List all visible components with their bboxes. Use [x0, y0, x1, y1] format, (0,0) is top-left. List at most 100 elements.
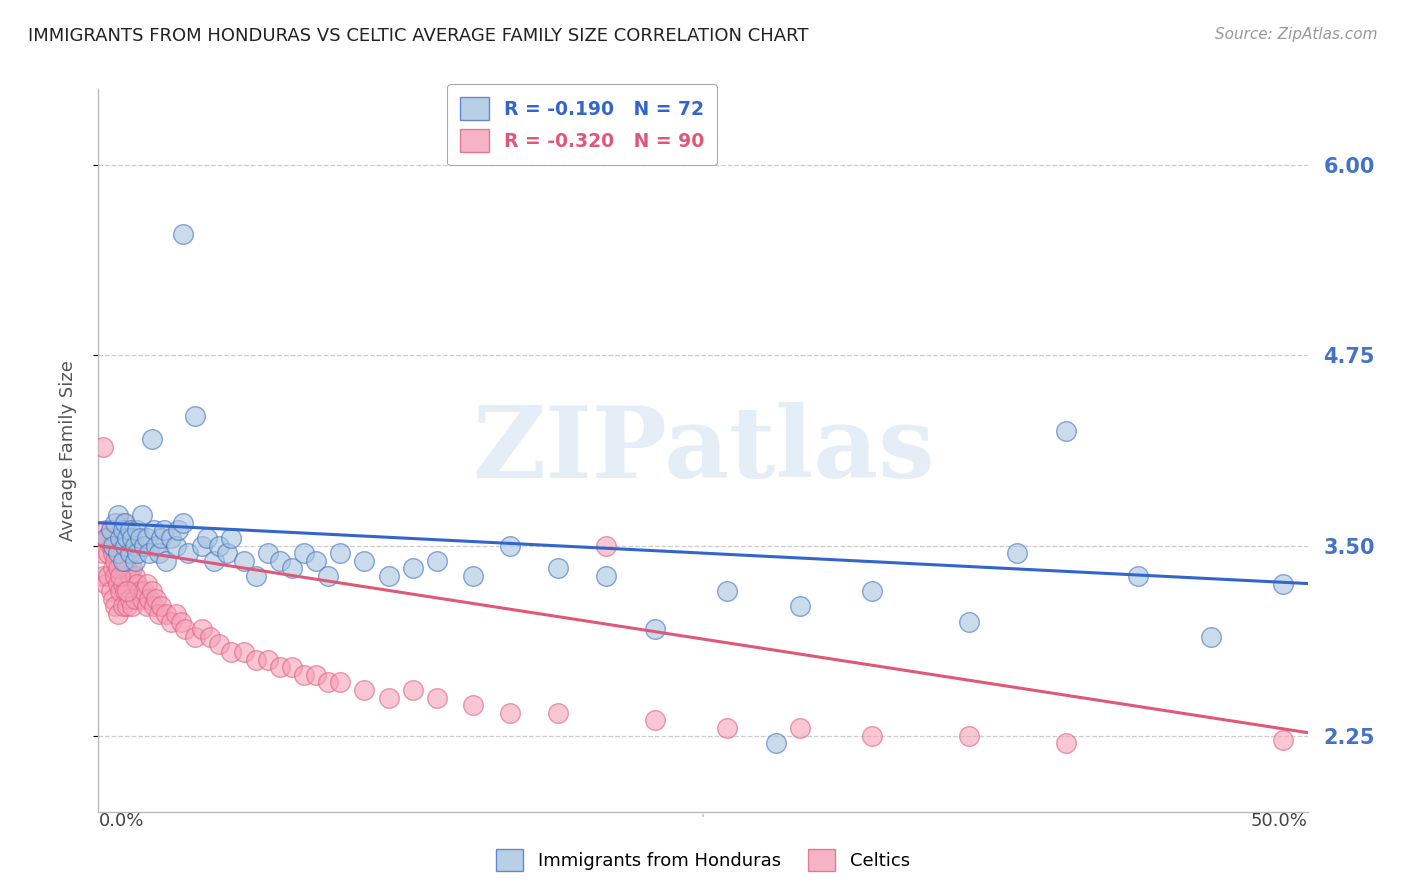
- Point: [353, 554, 375, 568]
- Point: [127, 576, 149, 591]
- Point: [114, 554, 136, 568]
- Point: [107, 607, 129, 621]
- Point: [138, 591, 160, 606]
- Point: [329, 546, 352, 560]
- Point: [195, 531, 218, 545]
- Point: [101, 561, 124, 575]
- Point: [152, 524, 174, 538]
- Point: [1054, 736, 1077, 750]
- Point: [131, 508, 153, 522]
- Legend: R = -0.190   N = 72, R = -0.320   N = 90: R = -0.190 N = 72, R = -0.320 N = 90: [447, 84, 717, 166]
- Point: [100, 524, 122, 538]
- Point: [114, 584, 136, 599]
- Point: [174, 622, 197, 636]
- Point: [134, 539, 156, 553]
- Point: [1272, 576, 1295, 591]
- Point: [184, 409, 207, 424]
- Point: [145, 539, 167, 553]
- Point: [215, 546, 238, 560]
- Point: [101, 539, 124, 553]
- Point: [97, 569, 120, 583]
- Point: [114, 554, 136, 568]
- Point: [134, 584, 156, 599]
- Point: [292, 546, 315, 560]
- Text: 0.0%: 0.0%: [98, 812, 143, 830]
- Point: [91, 569, 114, 583]
- Point: [104, 516, 127, 530]
- Point: [316, 569, 339, 583]
- Point: [94, 531, 117, 545]
- Point: [463, 569, 485, 583]
- Point: [104, 539, 127, 553]
- Point: [160, 615, 183, 629]
- Point: [789, 599, 811, 614]
- Point: [148, 546, 170, 560]
- Point: [107, 561, 129, 575]
- Text: 50.0%: 50.0%: [1251, 812, 1308, 830]
- Point: [108, 531, 131, 545]
- Point: [150, 599, 173, 614]
- Point: [957, 615, 980, 629]
- Point: [860, 729, 883, 743]
- Point: [204, 554, 226, 568]
- Point: [426, 690, 449, 705]
- Point: [91, 546, 114, 560]
- Point: [124, 539, 146, 553]
- Point: [765, 736, 787, 750]
- Point: [97, 546, 120, 560]
- Point: [1272, 733, 1295, 747]
- Point: [221, 531, 243, 545]
- Point: [101, 539, 124, 553]
- Point: [118, 546, 141, 560]
- Point: [172, 227, 194, 241]
- Point: [104, 599, 127, 614]
- Point: [141, 584, 163, 599]
- Point: [131, 591, 153, 606]
- Point: [108, 569, 131, 583]
- Point: [107, 546, 129, 560]
- Point: [121, 531, 143, 545]
- Point: [1007, 546, 1029, 560]
- Point: [547, 561, 569, 575]
- Point: [463, 698, 485, 713]
- Point: [172, 516, 194, 530]
- Point: [94, 576, 117, 591]
- Point: [644, 714, 666, 728]
- Point: [121, 561, 143, 575]
- Point: [128, 584, 150, 599]
- Point: [281, 561, 304, 575]
- Point: [155, 554, 177, 568]
- Point: [245, 652, 267, 666]
- Point: [191, 622, 214, 636]
- Point: [141, 432, 163, 446]
- Point: [402, 561, 425, 575]
- Point: [124, 539, 146, 553]
- Point: [148, 607, 170, 621]
- Point: [167, 524, 190, 538]
- Point: [329, 675, 352, 690]
- Point: [498, 706, 520, 720]
- Point: [107, 508, 129, 522]
- Point: [114, 516, 136, 530]
- Point: [101, 546, 124, 560]
- Point: [135, 576, 157, 591]
- Point: [860, 584, 883, 599]
- Point: [111, 554, 134, 568]
- Point: [117, 531, 139, 545]
- Point: [111, 516, 134, 530]
- Point: [117, 584, 139, 599]
- Point: [716, 584, 738, 599]
- Point: [117, 599, 139, 614]
- Text: IMMIGRANTS FROM HONDURAS VS CELTIC AVERAGE FAMILY SIZE CORRELATION CHART: IMMIGRANTS FROM HONDURAS VS CELTIC AVERA…: [28, 27, 808, 45]
- Legend: Immigrants from Honduras, Celtics: Immigrants from Honduras, Celtics: [489, 842, 917, 879]
- Point: [377, 690, 399, 705]
- Point: [184, 630, 207, 644]
- Point: [305, 554, 328, 568]
- Point: [177, 546, 200, 560]
- Point: [547, 706, 569, 720]
- Text: Source: ZipAtlas.com: Source: ZipAtlas.com: [1215, 27, 1378, 42]
- Point: [644, 622, 666, 636]
- Point: [789, 721, 811, 735]
- Point: [111, 576, 134, 591]
- Point: [101, 591, 124, 606]
